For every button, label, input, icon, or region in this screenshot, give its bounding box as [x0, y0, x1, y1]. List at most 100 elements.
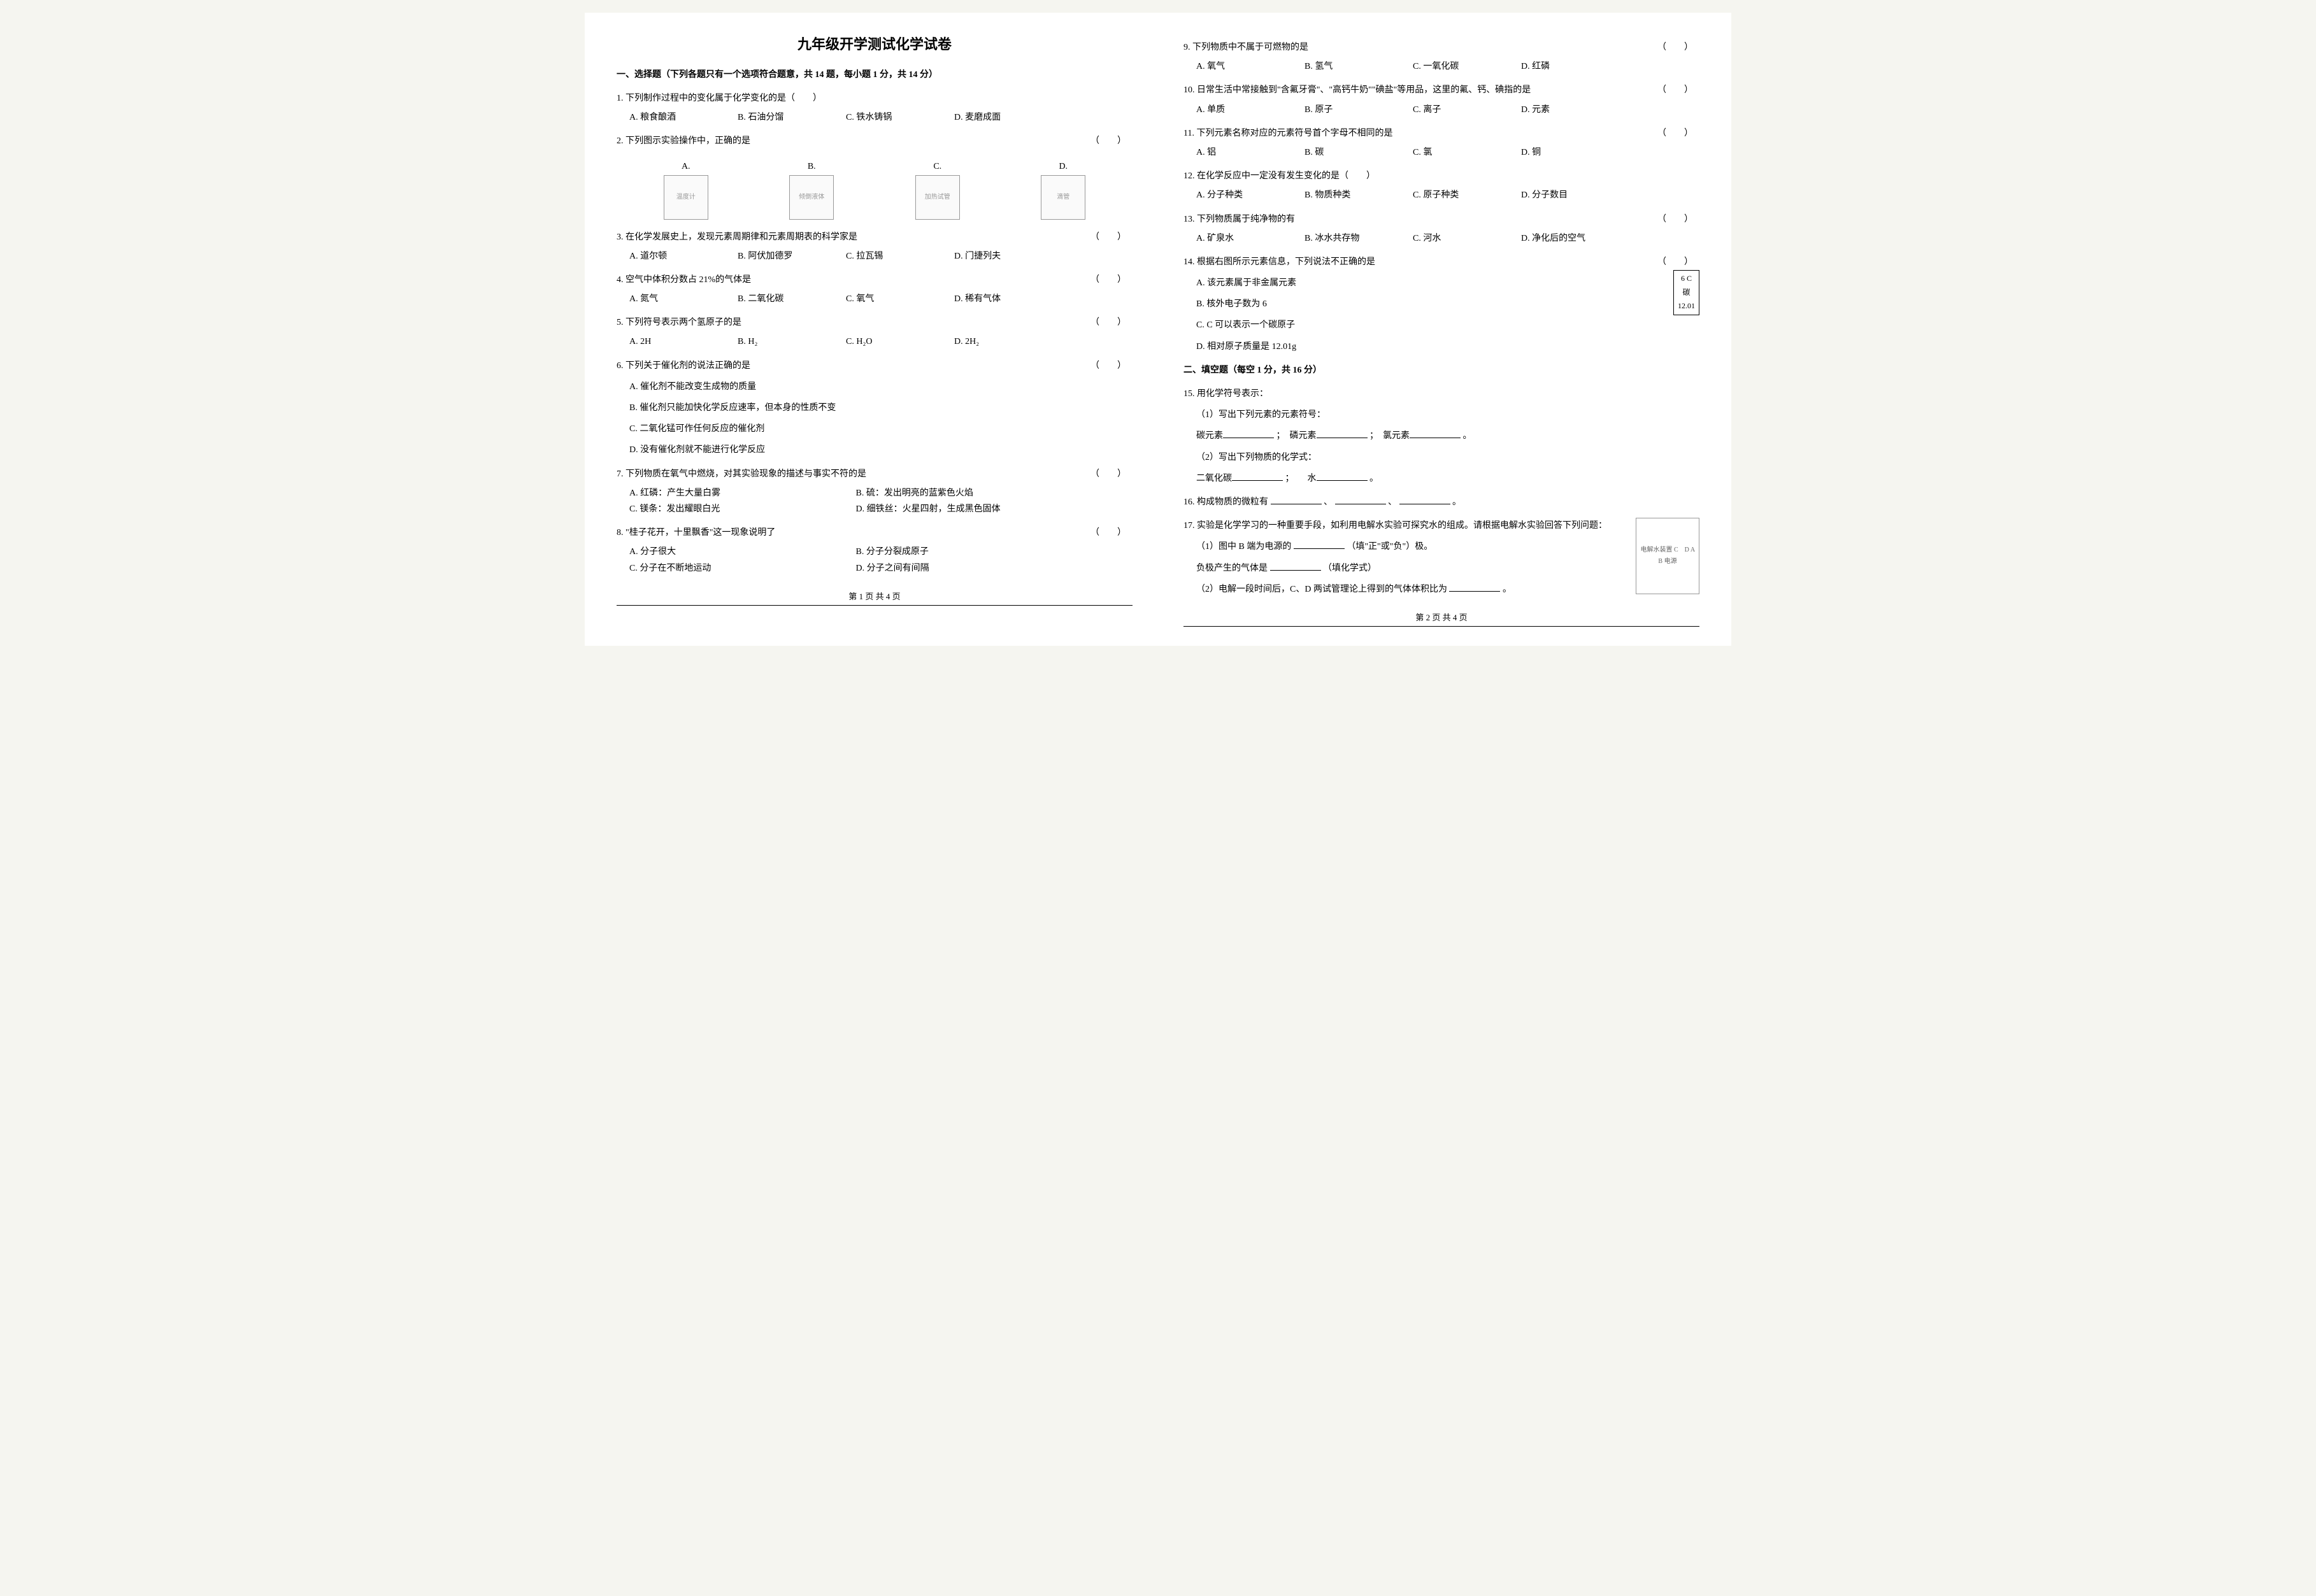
q11-opt-d: D. 铜 [1521, 145, 1598, 160]
q10-options: A. 单质 B. 原子 C. 离子 D. 元素 [1196, 102, 1699, 118]
footer-page-2: 第 2 页 共 4 页 [1183, 610, 1699, 627]
q2-label-b: B. [808, 162, 816, 171]
q3-opt-c: C. 拉瓦锡 [846, 248, 922, 264]
q17-sub1c: 负极产生的气体是 （填化学式） [1196, 560, 1699, 576]
section-2-header: 二、填空题（每空 1 分，共 16 分） [1183, 362, 1699, 378]
question-14: 14. 根据右图所示元素信息，下列说法不正确的是 （ ） A. 该元素属于非金属… [1183, 254, 1699, 355]
question-11: 11. 下列元素名称对应的元素符号首个字母不相同的是 （ ） A. 铝 B. 碳… [1183, 125, 1699, 160]
q15-l2-c: 。 [1369, 474, 1378, 483]
pour-liquid-icon: 倾倒液体 [789, 175, 834, 220]
q17-text: 17. 实验是化学学习的一种重要手段，如利用电解水实验可探究水的组成。请根据电解… [1183, 518, 1699, 534]
q4-opt-d: D. 稀有气体 [954, 291, 1031, 307]
q16-sep2: 、 [1388, 497, 1397, 507]
q14-paren: （ ） [1657, 254, 1693, 270]
q6-opt-a: A. 催化剂不能改变生成物的质量 [629, 379, 1133, 395]
question-4: 4. 空气中体积分数占 21%的气体是 （ ） A. 氮气 B. 二氧化碳 C.… [617, 272, 1133, 307]
q7-opt-d: D. 细铁丝：火星四射，生成黑色固体 [856, 501, 1083, 517]
q10-opt-b: B. 原子 [1305, 102, 1381, 118]
blank [1232, 472, 1283, 481]
q9-opt-c: C. 一氧化碳 [1413, 59, 1489, 75]
thermometer-icon: 温度计 [664, 175, 708, 220]
q8-paren: （ ） [1090, 525, 1126, 541]
q13-opt-b: B. 冰水共存物 [1305, 231, 1381, 246]
page-1: 九年级开学测试化学试卷 一、选择题（下列各题只有一个选项符合题意，共 14 题，… [604, 32, 1145, 627]
q5-opt-d: D. 2H₂ [954, 334, 1031, 350]
q3-opt-d: D. 门捷列夫 [954, 248, 1031, 264]
q15-l2-a: 二氧化碳 [1196, 474, 1232, 483]
q16-sep3: 。 [1452, 497, 1461, 507]
q7-opt-b: B. 硫：发出明亮的蓝紫色火焰 [856, 485, 1083, 501]
q8-options: A. 分子很大 B. 分子分裂成原子 C. 分子在不断地运动 D. 分子之间有间… [629, 544, 1133, 576]
q9-opt-d: D. 红磷 [1521, 59, 1598, 75]
q11-options: A. 铝 B. 碳 C. 氯 D. 铜 [1196, 145, 1699, 160]
q9-opt-a: A. 氧气 [1196, 59, 1273, 75]
question-10: 10. 日常生活中常接触到"含氟牙膏"、"高钙牛奶""碘盐"等用品，这里的氟、钙… [1183, 82, 1699, 117]
element-symbol: C [1687, 274, 1692, 283]
q9-paren: （ ） [1657, 39, 1693, 55]
blank [1317, 429, 1368, 438]
q1-options: A. 粮食酿酒 B. 石油分馏 C. 铁水铸锅 D. 麦磨成面 [629, 110, 1133, 125]
q7-paren: （ ） [1090, 466, 1126, 482]
page-2: 9. 下列物质中不属于可燃物的是 （ ） A. 氧气 B. 氢气 C. 一氧化碳… [1171, 32, 1712, 627]
q15-l1-d: 。 [1463, 431, 1472, 441]
question-7: 7. 下列物质在氧气中燃烧，对其实验现象的描述与事实不符的是 （ ） A. 红磷… [617, 466, 1133, 518]
q2-img-b: B. 倾倒液体 [789, 159, 834, 219]
q14-opt-c: C. C 可以表示一个碳原子 [1196, 317, 1648, 333]
q17-s2a: （2）电解一段时间后，C、D 两试管理论上得到的气体体积比为 [1196, 585, 1447, 594]
q11-opt-c: C. 氯 [1413, 145, 1489, 160]
q5-text: 5. 下列符号表示两个氢原子的是 [617, 318, 741, 327]
q15-sub2: （2）写出下列物质的化学式： [1196, 450, 1699, 466]
q1-opt-c: C. 铁水铸锅 [846, 110, 922, 125]
q13-opt-d: D. 净化后的空气 [1521, 231, 1598, 246]
q12-opt-b: B. 物质种类 [1305, 187, 1381, 203]
q10-opt-d: D. 元素 [1521, 102, 1598, 118]
heat-tube-icon: 加热试管 [915, 175, 960, 220]
q13-text: 13. 下列物质属于纯净物的有 [1183, 215, 1295, 224]
q3-paren: （ ） [1090, 229, 1126, 245]
q13-opt-c: C. 河水 [1413, 231, 1489, 246]
q5-options: A. 2H B. H₂ C. H₂O D. 2H₂ [629, 334, 1133, 350]
question-13: 13. 下列物质属于纯净物的有 （ ） A. 矿泉水 B. 冰水共存物 C. 河… [1183, 211, 1699, 246]
electrolysis-diagram: 电解水装置 C D A B 电源 [1636, 518, 1699, 594]
q6-opt-c: C. 二氧化锰可作任何反应的催化剂 [629, 421, 1133, 437]
q17-s1c: 负极产生的气体是 [1196, 564, 1268, 573]
question-5: 5. 下列符号表示两个氢原子的是 （ ） A. 2H B. H₂ C. H₂O … [617, 315, 1133, 350]
q7-text: 7. 下列物质在氧气中燃烧，对其实验现象的描述与事实不符的是 [617, 469, 866, 479]
q14-opt-b: B. 核外电子数为 6 [1196, 296, 1648, 312]
q15-line1: 碳元素 ； 磷元素 ； 氯元素 。 [1196, 428, 1699, 444]
q13-opt-a: A. 矿泉水 [1196, 231, 1273, 246]
q15-line2: 二氧化碳 ； 水 。 [1196, 471, 1699, 487]
q16-sep1: 、 [1324, 497, 1333, 507]
q11-opt-a: A. 铝 [1196, 145, 1273, 160]
q14-opt-a: A. 该元素属于非金属元素 [1196, 275, 1648, 291]
blank [1294, 540, 1345, 549]
q8-opt-a: A. 分子很大 [629, 544, 856, 560]
q8-text: 8. "桂子花开，十里飘香"这一现象说明了 [617, 528, 775, 538]
q17-s1b: （填"正"或"负"）极。 [1347, 542, 1433, 552]
blank [1270, 562, 1321, 571]
element-mass: 12.01 [1678, 301, 1695, 310]
q7-options: A. 红磷：产生大量白雾 B. 硫：发出明亮的蓝紫色火焰 C. 镁条：发出耀眼白… [629, 485, 1133, 517]
q12-options: A. 分子种类 B. 物质种类 C. 原子种类 D. 分子数目 [1196, 187, 1699, 203]
blank [1271, 495, 1322, 504]
q2-label-d: D. [1059, 162, 1068, 171]
q4-opt-a: A. 氮气 [629, 291, 706, 307]
footer-page-1: 第 1 页 共 4 页 [617, 589, 1133, 606]
q15-l1-b: ； 磷元素 [1276, 431, 1317, 441]
q9-opt-b: B. 氢气 [1305, 59, 1381, 75]
blank [1410, 429, 1461, 438]
q16-text: 16. 构成物质的微粒有 [1183, 497, 1268, 507]
question-17: 电解水装置 C D A B 电源 17. 实验是化学学习的一种重要手段，如利用电… [1183, 518, 1699, 597]
q3-options: A. 道尔顿 B. 阿伏加德罗 C. 拉瓦锡 D. 门捷列夫 [629, 248, 1133, 264]
q5-opt-a: A. 2H [629, 334, 706, 350]
question-16: 16. 构成物质的微粒有 、 、 。 [1183, 494, 1699, 510]
question-1: 1. 下列制作过程中的变化属于化学变化的是（ ） A. 粮食酿酒 B. 石油分馏… [617, 90, 1133, 125]
question-8: 8. "桂子花开，十里飘香"这一现象说明了 （ ） A. 分子很大 B. 分子分… [617, 525, 1133, 576]
q3-opt-b: B. 阿伏加德罗 [738, 248, 814, 264]
q12-opt-c: C. 原子种类 [1413, 187, 1489, 203]
q17-s2b: 。 [1503, 585, 1512, 594]
q14-opt-d: D. 相对原子质量是 12.01g [1196, 339, 1648, 355]
q8-opt-b: B. 分子分裂成原子 [856, 544, 1083, 560]
q15-text: 15. 用化学符号表示： [1183, 386, 1699, 402]
blank [1317, 472, 1368, 481]
